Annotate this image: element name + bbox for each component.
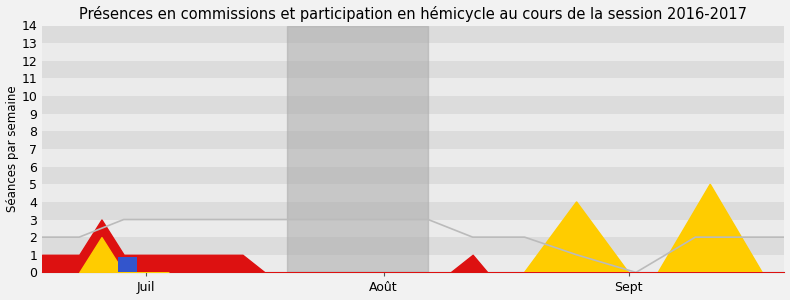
Bar xyxy=(42,237,784,255)
Bar xyxy=(42,149,784,166)
Bar xyxy=(42,131,784,149)
Bar xyxy=(42,202,784,220)
Bar xyxy=(42,26,784,43)
Bar xyxy=(42,96,784,114)
Bar xyxy=(42,167,784,184)
Bar xyxy=(42,43,784,61)
Bar xyxy=(42,255,784,272)
Y-axis label: Séances par semaine: Séances par semaine xyxy=(6,85,18,212)
Title: Présences en commissions et participation en hémicycle au cours de la session 20: Présences en commissions et participatio… xyxy=(79,6,747,22)
Polygon shape xyxy=(525,202,629,272)
Bar xyxy=(118,256,137,272)
Bar xyxy=(42,220,784,237)
Bar xyxy=(42,61,784,78)
Polygon shape xyxy=(658,184,762,272)
Bar xyxy=(42,114,784,131)
Bar xyxy=(42,78,784,96)
Bar xyxy=(42,184,784,202)
